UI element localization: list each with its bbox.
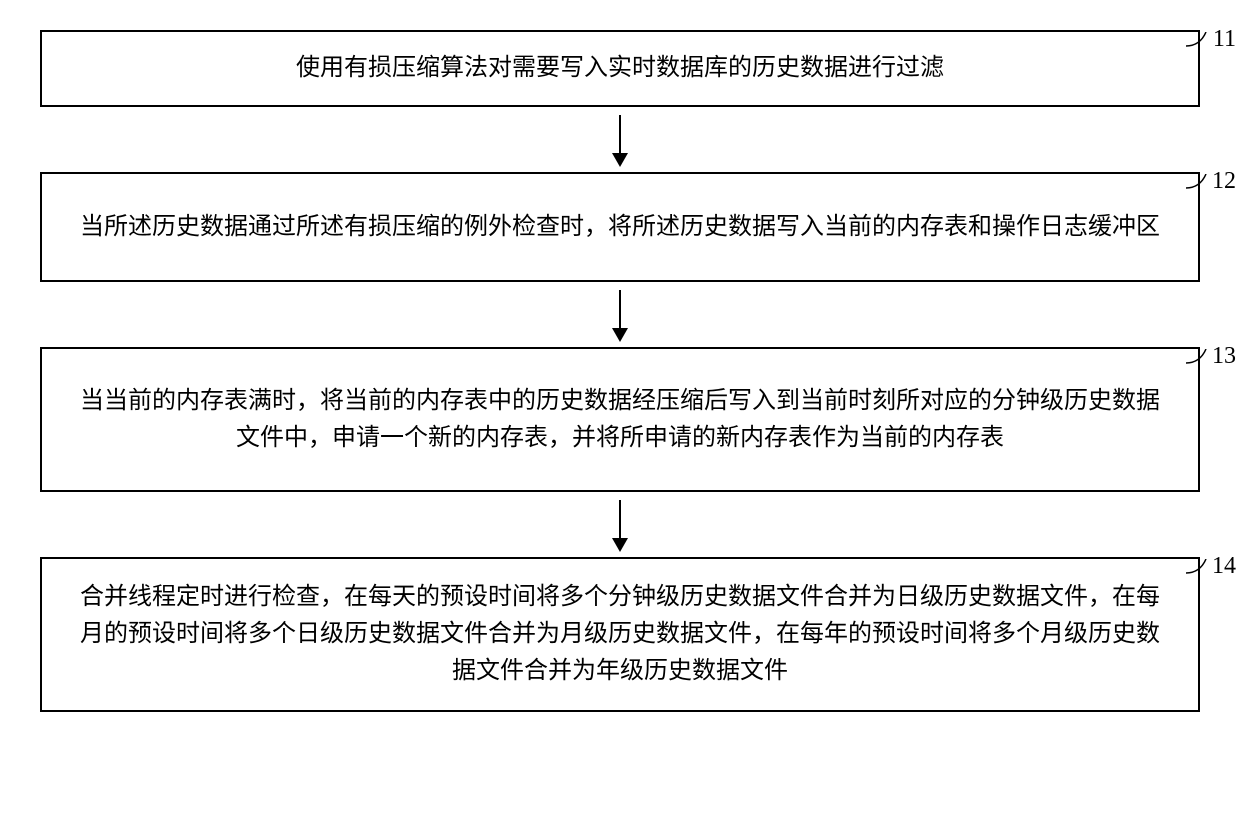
step-box-14: 合并线程定时进行检查，在每天的预设时间将多个分钟级历史数据文件合并为日级历史数据… [40,557,1200,712]
step-12-wrap: 12 当所述历史数据通过所述有损压缩的例外检查时，将所述历史数据写入当前的内存表… [40,172,1200,282]
hook-icon [1186,349,1210,367]
arrow-13-14 [40,492,1200,557]
arrow-11-12 [40,107,1200,172]
arrow-icon [619,500,621,550]
step-13-wrap: 13 当当前的内存表满时，将当前的内存表中的历史数据经压缩后写入到当前时刻所对应… [40,347,1200,492]
step-box-13: 当当前的内存表满时，将当前的内存表中的历史数据经压缩后写入到当前时刻所对应的分钟… [40,347,1200,492]
arrow-12-13 [40,282,1200,347]
hook-icon [1186,32,1210,50]
flowchart-container: 11 使用有损压缩算法对需要写入实时数据库的历史数据进行过滤 12 当所述历史数… [40,30,1200,712]
hook-icon [1186,559,1210,577]
step-text-12: 当所述历史数据通过所述有损压缩的例外检查时，将所述历史数据写入当前的内存表和操作… [80,209,1160,246]
step-label-12: 12 [1212,168,1236,195]
step-box-12: 当所述历史数据通过所述有损压缩的例外检查时，将所述历史数据写入当前的内存表和操作… [40,172,1200,282]
hook-icon [1186,174,1210,192]
step-label-11: 11 [1213,26,1236,53]
step-14-wrap: 14 合并线程定时进行检查，在每天的预设时间将多个分钟级历史数据文件合并为日级历… [40,557,1200,712]
step-box-11: 使用有损压缩算法对需要写入实时数据库的历史数据进行过滤 [40,30,1200,107]
step-text-14: 合并线程定时进行检查，在每天的预设时间将多个分钟级历史数据文件合并为日级历史数据… [72,579,1168,691]
step-text-13: 当当前的内存表满时，将当前的内存表中的历史数据经压缩后写入到当前时刻所对应的分钟… [72,383,1168,457]
step-label-14: 14 [1212,553,1236,580]
step-label-13: 13 [1212,343,1236,370]
arrow-icon [619,290,621,340]
step-11-wrap: 11 使用有损压缩算法对需要写入实时数据库的历史数据进行过滤 [40,30,1200,107]
arrow-icon [619,115,621,165]
step-text-11: 使用有损压缩算法对需要写入实时数据库的历史数据进行过滤 [296,50,944,87]
